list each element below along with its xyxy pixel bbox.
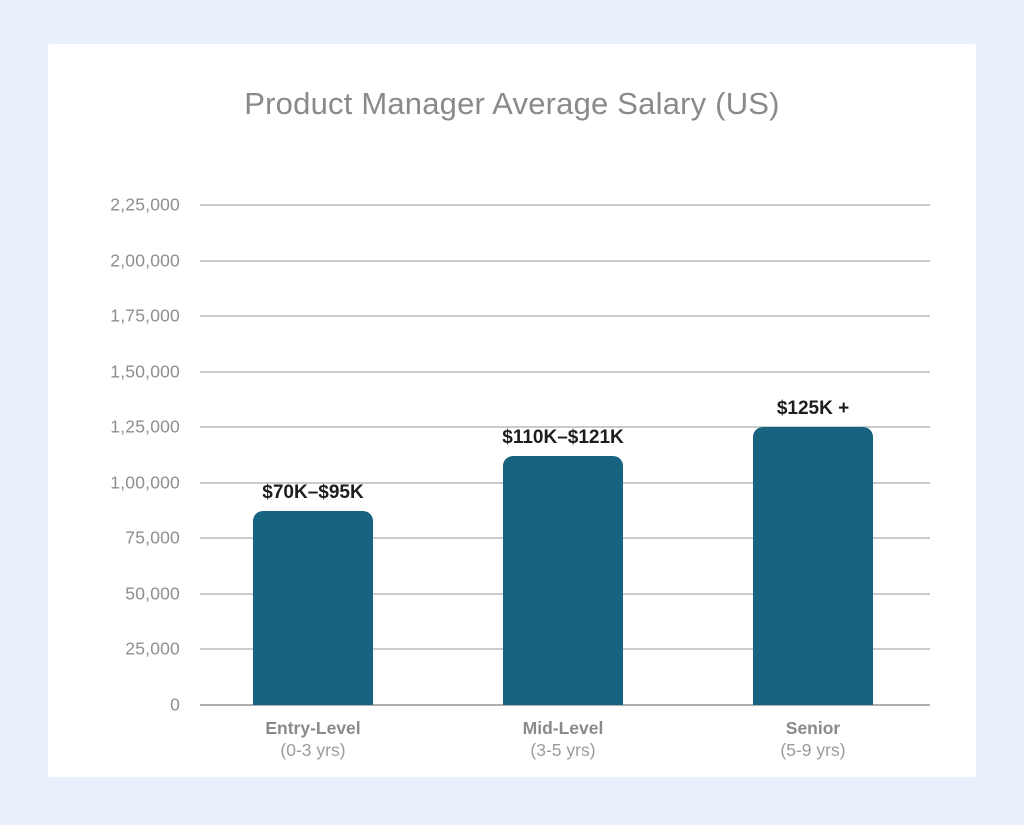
- y-tick-label: 50,000: [125, 583, 180, 604]
- category-label: Mid-Level: [522, 718, 604, 738]
- x-label-mid-level: Mid-Level (3-5 yrs): [453, 717, 673, 761]
- bar-mid-level: [503, 456, 623, 705]
- bar-value-label-senior: $125K +: [776, 398, 850, 420]
- x-label-senior: Senior (5-9 yrs): [703, 717, 923, 761]
- plot-area: 0 25,000 50,000 75,000 1,00,000 1,25,000: [110, 195, 930, 715]
- category-label: Entry-Level: [265, 718, 361, 738]
- bar-value-label-entry-level: $70K–$95K: [262, 481, 364, 503]
- chart-card: Product Manager Average Salary (US) 0 25…: [48, 44, 976, 777]
- y-tick-label: 1,50,000: [110, 361, 180, 382]
- y-tick-label: 1,25,000: [110, 416, 180, 437]
- category-sublabel: (3-5 yrs): [530, 740, 596, 760]
- category-sublabel: (0-3 yrs): [280, 740, 346, 760]
- category-sublabel: (5-9 yrs): [780, 740, 846, 760]
- category-label: Senior: [785, 718, 841, 738]
- y-tick-label: 1,00,000: [110, 472, 180, 493]
- gridline: [200, 204, 930, 206]
- gridline: [200, 370, 930, 373]
- gridline: [200, 426, 930, 429]
- y-tick-label: 75,000: [125, 527, 180, 548]
- gridline: [200, 315, 930, 318]
- y-tick-label: 2,25,000: [110, 194, 180, 215]
- x-label-entry-level: Entry-Level (0-3 yrs): [203, 717, 423, 761]
- bar-value-label-mid-level: $110K–$121K: [502, 427, 624, 449]
- y-tick-label: 2,00,000: [110, 250, 180, 271]
- y-tick-label: 0: [170, 694, 180, 715]
- bar-group-mid-level: $110K–$121K: [502, 205, 624, 705]
- gridline: [200, 704, 930, 706]
- bar-senior: [753, 427, 873, 705]
- y-tick-label: 1,75,000: [110, 305, 180, 326]
- y-tick-label: 25,000: [125, 638, 180, 659]
- bar-group-senior: $125K +: [753, 205, 873, 705]
- gridline: [200, 259, 930, 262]
- bar-group-entry-level: $70K–$95K: [253, 205, 373, 705]
- bar-entry-level: [253, 510, 373, 705]
- chart-title: Product Manager Average Salary (US): [244, 86, 780, 121]
